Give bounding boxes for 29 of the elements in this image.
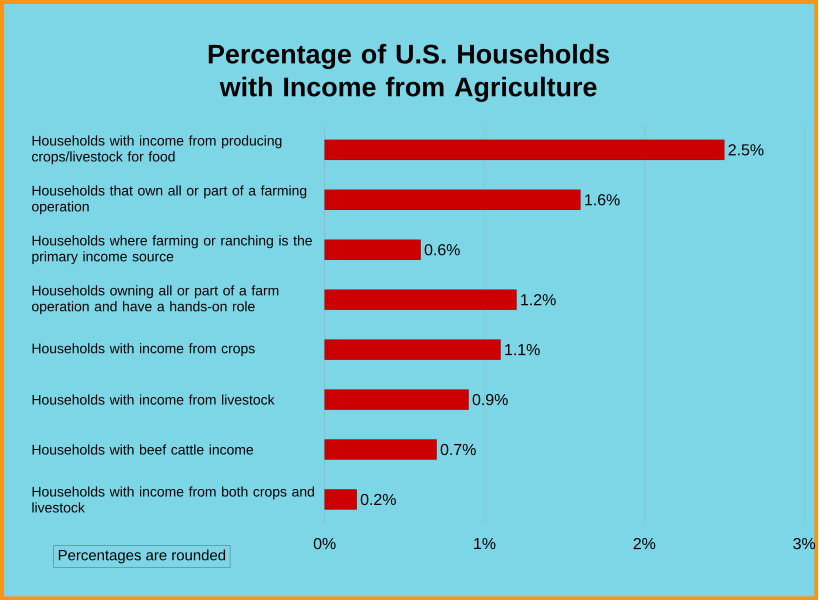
bar xyxy=(324,289,517,310)
chart-title: Percentage of U.S. Households with Income from Agriculture xyxy=(208,44,610,102)
y-tick-label: Households where farming or ranching is the primary income source xyxy=(32,235,312,264)
bar xyxy=(324,389,469,410)
data-label: 0.2% xyxy=(360,494,396,505)
bar xyxy=(324,239,421,260)
bar xyxy=(324,489,357,510)
x-tick-label: 0% xyxy=(314,538,336,550)
bar xyxy=(324,189,581,210)
data-label: 0.7% xyxy=(440,444,476,455)
y-tick-label: Households with income from both crops and livestock xyxy=(32,486,314,512)
data-label: 1.1% xyxy=(505,344,540,356)
bar xyxy=(324,439,437,460)
x-tick-label: 2% xyxy=(634,538,656,549)
y-tick-label: Households with income from livestock xyxy=(32,394,275,405)
bar xyxy=(324,139,724,160)
text: Percentages are rounded xyxy=(58,549,226,564)
data-label: 0.9% xyxy=(472,394,508,406)
y-tick-label: Households owning all or part of a farm operation and have a hands-on role xyxy=(32,285,278,314)
bar xyxy=(324,339,501,360)
data-label: 2.5% xyxy=(728,144,764,156)
y-tick-label: Households with income from crops xyxy=(32,342,255,356)
y-tick-label: Households with beef cattle income xyxy=(32,444,254,454)
data-label: 1.6% xyxy=(585,194,620,206)
y-tick-label: Households that own all or part of a farming operation xyxy=(32,185,306,214)
x-tick-label: 1% xyxy=(474,538,496,549)
data-label: 1.2% xyxy=(521,294,556,306)
data-label: 0.6% xyxy=(424,244,460,256)
y-tick-label: Households with income from producing crops/livestock for food xyxy=(32,135,282,164)
